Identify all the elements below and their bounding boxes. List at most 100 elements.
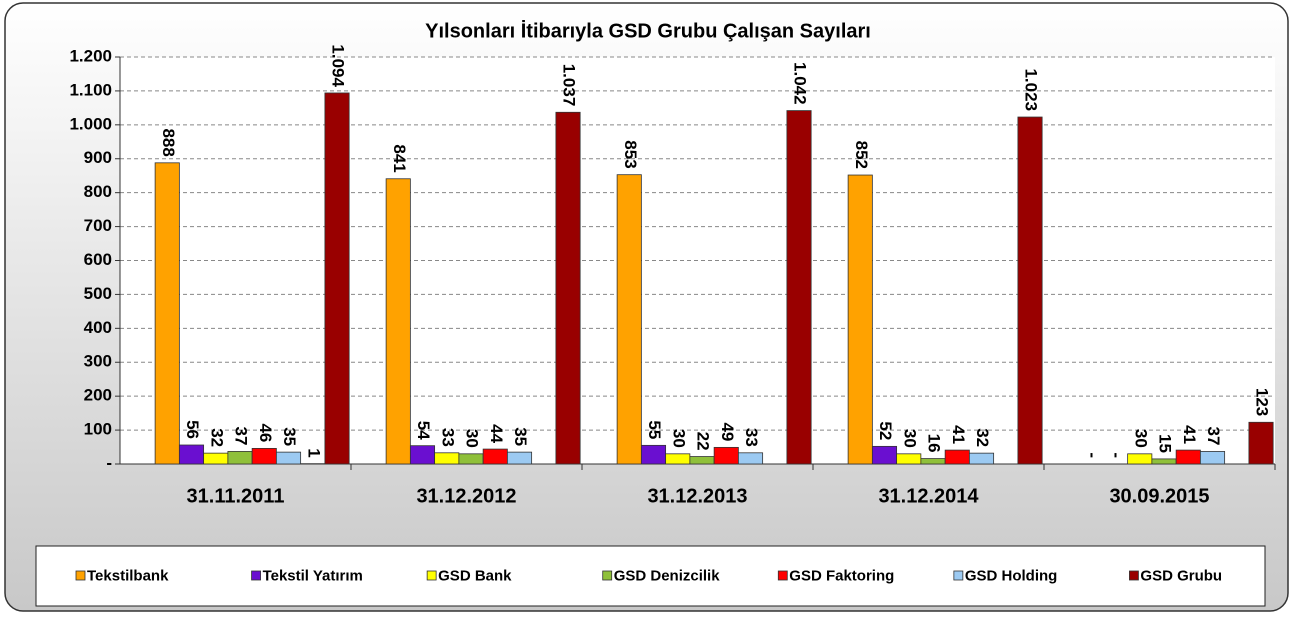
data-label: 1.037: [560, 64, 579, 107]
bar: [1017, 116, 1043, 465]
x-tick-label: 31.11.2011: [187, 485, 285, 507]
bar: [665, 453, 691, 465]
data-label: 35: [280, 427, 299, 446]
chart-title: Yılsonları İtibarıyla GSD Grubu Çalışan …: [425, 19, 871, 42]
data-label: 52: [876, 421, 895, 440]
data-label: 1: [304, 448, 323, 457]
bar: [227, 451, 253, 465]
bar: [1199, 451, 1226, 465]
y-tick-label: 1.100: [69, 80, 112, 99]
data-label: 30: [463, 429, 482, 448]
y-tick-label: -: [106, 453, 112, 472]
bar: [178, 444, 205, 465]
data-label: 44: [487, 424, 506, 443]
bar: [324, 92, 350, 465]
data-label: 41: [1180, 425, 1199, 444]
data-label: 1.042: [791, 62, 810, 105]
data-label: 55: [645, 420, 664, 439]
data-label: 33: [742, 428, 761, 447]
x-tick-label: 30.09.2015: [1109, 485, 1209, 507]
data-label: 37: [232, 427, 251, 446]
data-label: 37: [1204, 427, 1223, 446]
legend-label: GSD Holding: [965, 567, 1058, 584]
data-label: 16: [925, 434, 944, 453]
data-label: 46: [256, 423, 275, 442]
bar: [871, 445, 898, 465]
y-tick-label: 600: [84, 250, 112, 269]
y-tick-label: 400: [84, 318, 112, 337]
data-label: 853: [621, 140, 640, 168]
y-tick-label: 1.200: [69, 46, 112, 65]
bar: [385, 178, 411, 465]
data-label: 33: [438, 428, 457, 447]
bar: [251, 447, 277, 465]
bar: [506, 451, 533, 465]
bar: [896, 453, 922, 465]
x-tick-label: 31.12.2013: [647, 485, 747, 507]
y-tick-label: 100: [84, 420, 112, 439]
data-label: 1.023: [1022, 68, 1041, 111]
y-tick-label: 1.000: [69, 114, 112, 133]
legend-swatch: [426, 570, 437, 581]
y-tick-label: 500: [84, 284, 112, 303]
y-tick-label: 700: [84, 216, 112, 235]
data-label: 123: [1253, 388, 1272, 416]
bar: [713, 446, 739, 465]
legend: [35, 545, 1266, 607]
bar: [1175, 449, 1201, 465]
data-label: -: [1083, 452, 1102, 458]
data-label: 49: [718, 422, 737, 441]
legend-label: GSD Bank: [438, 567, 512, 584]
data-label: 30: [669, 429, 688, 448]
bar: [944, 449, 970, 465]
legend-label: Tekstilbank: [87, 567, 169, 584]
legend-swatch: [1129, 570, 1139, 581]
legend-swatch: [953, 570, 964, 581]
bar: [434, 452, 460, 465]
data-label: 32: [973, 428, 992, 447]
y-tick-label: 200: [84, 386, 112, 405]
data-label: 35: [511, 427, 530, 446]
data-label: 56: [183, 420, 202, 439]
data-label: 41: [949, 425, 968, 444]
bar: [920, 458, 946, 465]
legend-label: GSD Denizcilik: [614, 567, 721, 584]
bar: [847, 174, 873, 465]
bar: [203, 452, 229, 465]
legend-label: GSD Grubu: [1140, 567, 1222, 584]
data-label: 30: [1131, 429, 1150, 448]
bar: [154, 162, 180, 465]
data-label: 30: [900, 429, 919, 448]
data-label: 15: [1156, 434, 1175, 453]
y-tick-label: 800: [84, 182, 112, 201]
data-label: -: [1107, 452, 1126, 458]
data-label: 22: [694, 432, 713, 451]
bar: [458, 453, 484, 465]
data-label: 841: [390, 144, 409, 172]
legend-swatch: [602, 570, 613, 581]
bar: [1151, 458, 1177, 465]
bar: [737, 452, 764, 465]
legend-label: Tekstil Yatırım: [263, 567, 363, 584]
legend-swatch: [777, 570, 788, 581]
bar: [409, 445, 436, 465]
y-tick-label: 300: [84, 352, 112, 371]
x-tick-label: 31.12.2014: [878, 485, 979, 507]
bar: [1127, 453, 1153, 465]
bar: [275, 451, 302, 465]
bar: [1248, 421, 1274, 465]
bar: [968, 452, 995, 465]
y-tick-label: 900: [84, 148, 112, 167]
data-label: 852: [852, 141, 871, 169]
bar: [616, 174, 642, 465]
bar: [689, 456, 715, 465]
legend-swatch: [251, 570, 261, 581]
data-label: 54: [414, 421, 433, 440]
bar: [555, 111, 581, 465]
data-label: 32: [207, 428, 226, 447]
bar: [640, 444, 667, 465]
bar: [786, 110, 812, 465]
data-label: 1.094: [329, 44, 348, 87]
x-tick-label: 31.12.2012: [416, 485, 516, 507]
